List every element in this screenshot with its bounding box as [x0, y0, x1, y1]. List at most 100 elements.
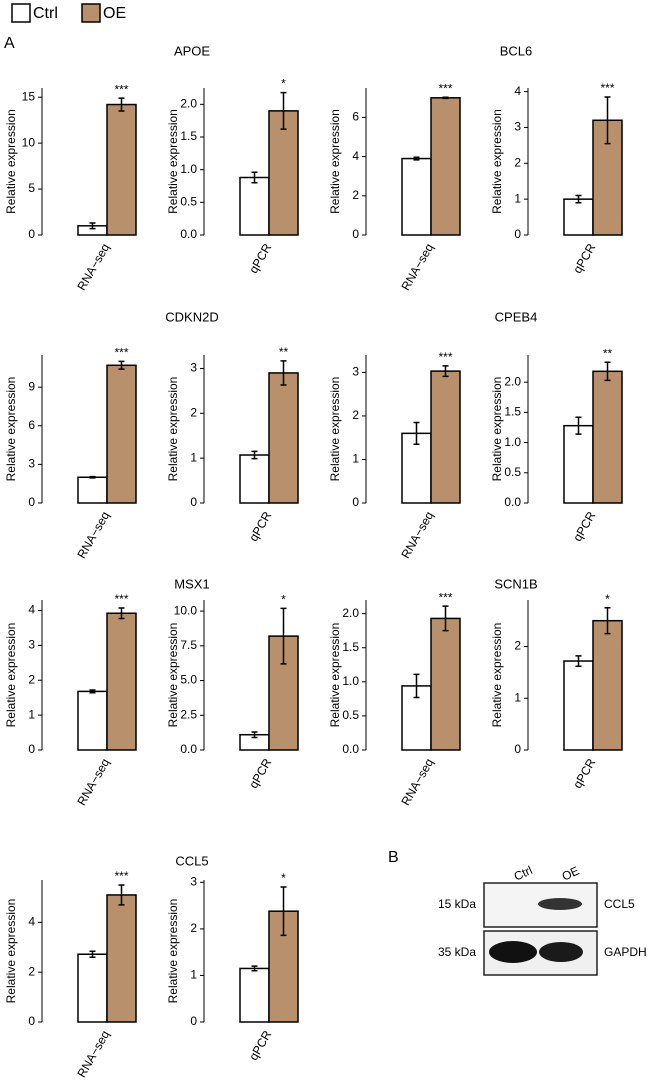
y-axis-label: Relative expression [490, 623, 504, 728]
bar [430, 97, 461, 236]
error-bar [413, 673, 420, 699]
error-bar [89, 689, 96, 694]
chart-title: CCL5 [175, 853, 208, 868]
bar [239, 967, 270, 1023]
bar [563, 198, 594, 236]
x-tick-label: RNA−seq [74, 756, 112, 808]
significance: *** [114, 592, 128, 606]
bar [106, 612, 137, 751]
y-tick-label: 0 [514, 227, 521, 241]
y-tick-label: 2 [352, 408, 359, 422]
y-axis-label: Relative expression [4, 109, 18, 214]
y-tick-label: 2 [352, 188, 359, 202]
x-tick-label: qPCR [246, 756, 274, 791]
significance: ** [603, 346, 613, 360]
x-tick-label: RNA−seq [74, 241, 112, 293]
y-axis-label: Relative expression [328, 377, 342, 482]
y-tick-label: 7.5 [180, 638, 197, 652]
error-bar [251, 171, 258, 184]
y-tick-label: 1.5 [342, 640, 359, 654]
bar [401, 157, 432, 236]
blot [483, 882, 598, 976]
y-axis-label: Relative expression [328, 623, 342, 728]
error-bar [442, 96, 449, 100]
error-bar [251, 731, 258, 739]
y-tick-label: 2.0 [342, 606, 359, 620]
y-tick-label: 0.5 [180, 195, 197, 209]
y-tick-label: 2 [28, 672, 35, 686]
y-tick-label: 0 [190, 495, 197, 509]
chart-title: APOE [174, 43, 210, 58]
error-bar [118, 97, 125, 112]
y-tick-label: 0.5 [504, 465, 521, 479]
y-tick-label: 10 [22, 135, 36, 149]
bar [268, 910, 299, 1023]
x-tick-label: qPCR [246, 1028, 274, 1063]
x-tick-label: qPCR [246, 509, 274, 544]
lane-label: Ctrl [512, 863, 535, 884]
y-axis-label: Relative expression [166, 899, 180, 1004]
y-tick-label: 3 [190, 874, 197, 888]
y-tick-label: 0.0 [180, 742, 197, 756]
bar [592, 619, 623, 751]
error-bar [251, 450, 258, 460]
x-tick-label: qPCR [570, 241, 598, 276]
significance: *** [114, 82, 128, 96]
error-bar [575, 655, 582, 667]
y-tick-label: 0 [190, 1014, 197, 1028]
blot-band [538, 898, 582, 910]
y-tick-label: 3 [514, 120, 521, 134]
error-bar [89, 475, 96, 479]
panel-label: B [388, 849, 399, 866]
error-bar [604, 361, 611, 382]
y-tick-label: 2 [514, 155, 521, 169]
y-axis-label: Relative expression [490, 109, 504, 214]
significance: *** [114, 346, 128, 360]
error-bar [280, 886, 287, 937]
y-tick-label: 0.0 [342, 742, 359, 756]
significance: *** [438, 350, 452, 364]
y-tick-label: 5.0 [180, 673, 197, 687]
error-bar [280, 91, 287, 130]
bar [239, 454, 270, 504]
bar [563, 660, 594, 751]
x-tick-label: RNA−seq [398, 241, 436, 293]
y-tick-label: 1 [190, 968, 197, 982]
bar [268, 110, 299, 236]
bar [430, 617, 461, 751]
y-tick-label: 15 [22, 89, 36, 103]
bar [106, 103, 137, 236]
error-bar [89, 222, 96, 230]
y-axis-label: Relative expression [4, 377, 18, 482]
significance: * [281, 77, 286, 91]
protein-label: GAPDH [604, 945, 647, 959]
y-axis-label: Relative expression [4, 899, 18, 1004]
y-tick-label: 1 [28, 707, 35, 721]
y-tick-label: 2 [190, 405, 197, 419]
y-tick-label: 6 [352, 110, 359, 124]
x-tick-label: RNA−seq [398, 509, 436, 561]
y-tick-label: 5 [28, 181, 35, 195]
y-tick-label: 4 [352, 149, 359, 163]
y-tick-label: 0 [28, 495, 35, 509]
marker-label: 35 kDa [438, 945, 476, 959]
y-axis-label: Relative expression [490, 377, 504, 482]
y-tick-label: 0 [28, 742, 35, 756]
chart-title: CPEB4 [495, 309, 538, 324]
y-tick-label: 3 [28, 457, 35, 471]
y-tick-label: 10.0 [174, 603, 198, 617]
y-axis-label: Relative expression [166, 377, 180, 482]
blot-band [539, 942, 583, 962]
error-bar [89, 950, 96, 958]
y-tick-label: 0 [352, 227, 359, 241]
y-tick-label: 2 [190, 921, 197, 935]
blot-band [489, 941, 537, 963]
chart-title: SCN1B [494, 576, 537, 591]
y-tick-label: 4 [514, 84, 521, 98]
error-bar [442, 605, 449, 632]
significance: ** [279, 345, 289, 359]
y-tick-label: 2 [514, 639, 521, 653]
error-bar [604, 96, 611, 145]
error-bar [442, 365, 449, 378]
